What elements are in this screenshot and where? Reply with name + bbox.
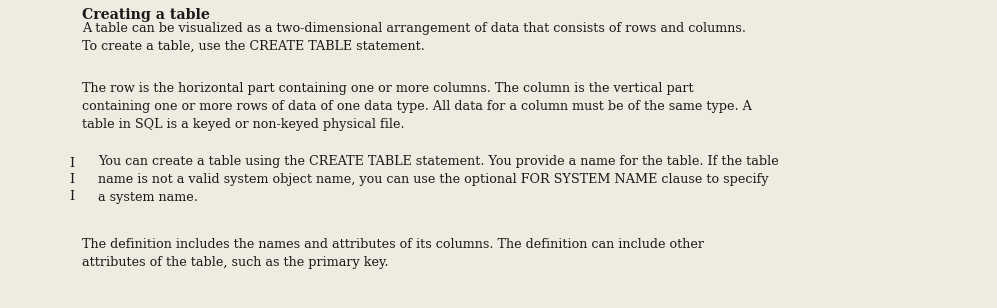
Text: The row is the horizontal part containing one or more columns. The column is the: The row is the horizontal part containin… <box>82 82 752 132</box>
Text: You can create a table using the CREATE TABLE statement. You provide a name for : You can create a table using the CREATE … <box>98 155 779 205</box>
Text: Creating a table: Creating a table <box>82 8 210 22</box>
Text: The definition includes the names and attributes of its columns. The definition : The definition includes the names and at… <box>82 238 704 269</box>
Text: I: I <box>70 157 75 170</box>
Text: I: I <box>70 190 75 203</box>
Text: A table can be visualized as a two-dimensional arrangement of data that consists: A table can be visualized as a two-dimen… <box>82 22 746 53</box>
Text: I: I <box>70 173 75 186</box>
